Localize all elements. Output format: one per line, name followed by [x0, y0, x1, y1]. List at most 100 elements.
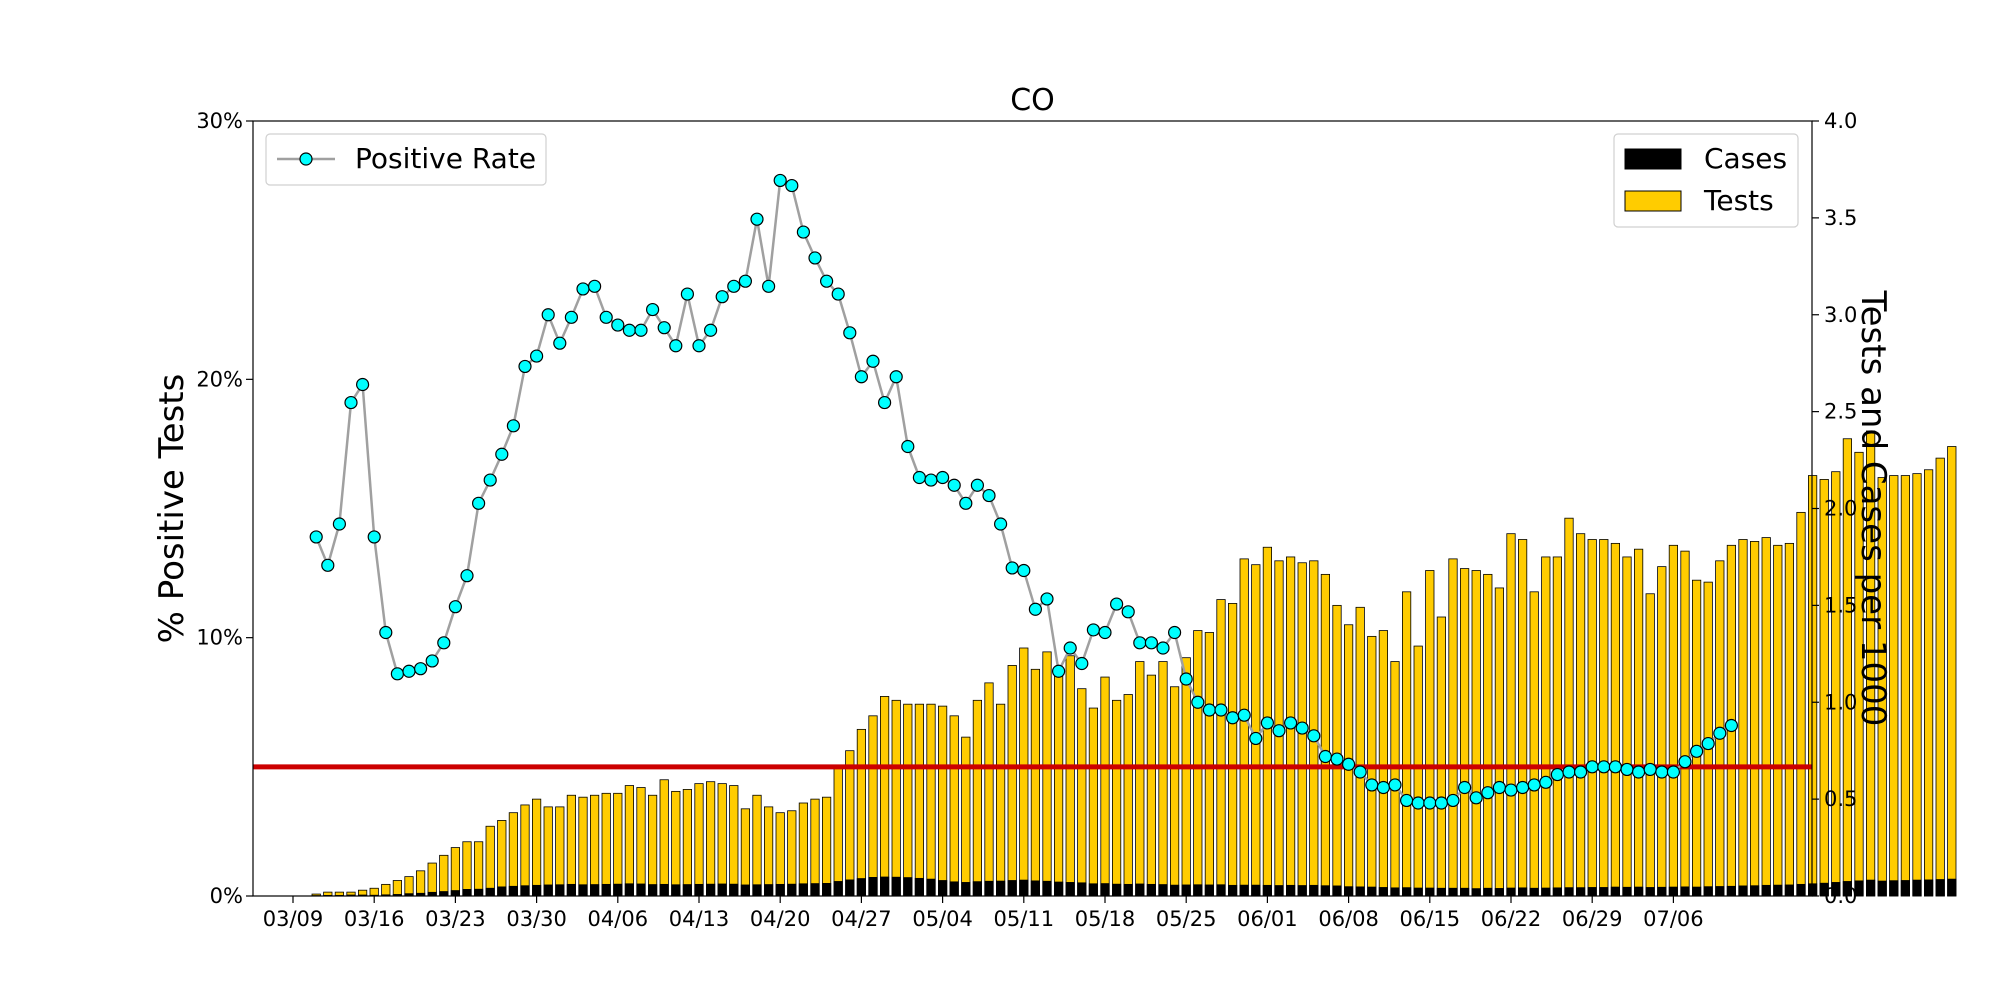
- positive-rate-point: [1098, 625, 1112, 640]
- positive-rate-point: [831, 287, 845, 301]
- positive-rate-point: [1643, 762, 1657, 777]
- cases-bar: [1738, 885, 1748, 897]
- positive-rate-point: [901, 439, 915, 454]
- x-tick-label: 06/29: [1562, 907, 1623, 931]
- cases-bar: [1866, 879, 1876, 897]
- positive-rate-point: [1202, 703, 1217, 717]
- cases-bar: [682, 884, 693, 897]
- tests-bar: [1831, 471, 1841, 897]
- positive-rate-point: [332, 517, 346, 531]
- cases-bar: [566, 883, 577, 897]
- legend-label-positive-rate: Positive Rate: [355, 142, 536, 175]
- cases-bar: [1204, 884, 1214, 897]
- tests-bar: [1216, 599, 1226, 897]
- positive-rate-point: [379, 625, 393, 640]
- cases-bar: [1251, 884, 1261, 897]
- tests-bar: [508, 812, 519, 897]
- cases-bar: [1924, 879, 1934, 897]
- positive-rate-point: [564, 310, 579, 324]
- cases-bar: [1610, 886, 1620, 897]
- tests-bar: [740, 808, 751, 897]
- cases-bar: [1402, 887, 1412, 897]
- positive-rate-point: [1063, 641, 1077, 655]
- positive-rate-point: [309, 530, 323, 544]
- positive-rate-point: [1550, 767, 1565, 782]
- positive-rate-point: [796, 225, 811, 239]
- tests-bar: [1146, 674, 1156, 897]
- positive-rate-point: [425, 654, 439, 668]
- cases-bar: [1576, 887, 1586, 897]
- tests-bar: [1564, 517, 1574, 897]
- positive-rate-point: [1597, 760, 1611, 774]
- positive-rate-point: [1434, 796, 1449, 810]
- cases-bar: [601, 883, 611, 897]
- cases-bar: [1216, 884, 1226, 897]
- positive-rate-point: [1017, 563, 1031, 578]
- positive-rate-point: [1086, 623, 1101, 637]
- cases-bar: [764, 884, 774, 897]
- tests-bar: [1808, 475, 1818, 897]
- cases-bar: [833, 881, 843, 897]
- tests-bar: [543, 806, 553, 897]
- tests-bar: [1007, 665, 1017, 897]
- x-tick-label: 04/13: [669, 907, 730, 931]
- tests-bar: [984, 682, 994, 897]
- cases-bar: [450, 890, 461, 897]
- tests-bar: [1181, 657, 1191, 897]
- cases-bar: [1889, 880, 1899, 897]
- cases-bar: [1529, 887, 1539, 897]
- tests-bar: [1204, 632, 1214, 897]
- cases-bar: [856, 878, 867, 897]
- positive-rate-point: [1504, 783, 1518, 797]
- legend-cases-tests: Cases Tests: [1613, 133, 1799, 228]
- cases-bar: [1761, 884, 1771, 897]
- tests-bar: [578, 796, 588, 897]
- cases-bar: [1135, 883, 1145, 897]
- cases-bar: [1831, 882, 1841, 897]
- tests-bar: [868, 715, 878, 897]
- tests-bar: [648, 794, 658, 897]
- cases-bar: [1460, 887, 1470, 897]
- positive-rate-point: [1144, 636, 1159, 650]
- x-tick-label: 04/27: [831, 907, 892, 931]
- cases-bar: [508, 885, 519, 897]
- right-axis: 0.0 0.5 1.0 1.5 2.0 2.5 3.0 3.5 4.0: [1812, 109, 1857, 908]
- positive-rate-point: [1713, 726, 1727, 740]
- positive-rate-point: [1191, 695, 1205, 709]
- tests-bar: [775, 812, 785, 897]
- positive-rate-point: [483, 473, 497, 487]
- tests-bar: [566, 794, 577, 897]
- chart-title: CO: [1010, 83, 1055, 118]
- positive-rate-point: [1353, 765, 1367, 779]
- positive-rate-point: [1666, 765, 1681, 779]
- cases-bar: [462, 889, 472, 897]
- cases-bar: [798, 883, 809, 897]
- cases-bar: [706, 883, 716, 897]
- tests-bar: [636, 787, 646, 897]
- positive-rate-point: [1481, 786, 1495, 800]
- cases-bar: [1390, 887, 1400, 897]
- cases-bar: [822, 883, 832, 897]
- tests-bar: [1529, 591, 1539, 897]
- tests-bar: [1030, 668, 1040, 897]
- positive-rate-point: [1689, 744, 1704, 758]
- cases-bar: [1332, 885, 1342, 897]
- cases-bar: [984, 880, 994, 897]
- positive-rate-point: [1515, 780, 1530, 795]
- tests-bar: [450, 847, 461, 897]
- positive-rate-point: [738, 274, 753, 288]
- tests-bar: [1912, 473, 1922, 897]
- tests-bar: [903, 703, 913, 897]
- left-tick-label: 10%: [196, 626, 243, 650]
- cases-bar: [1367, 886, 1377, 897]
- cases-bar: [578, 884, 588, 897]
- cases-bar: [1413, 887, 1423, 897]
- cases-bar: [1680, 886, 1690, 897]
- tests-bar: [1135, 661, 1145, 897]
- tests-bar: [1471, 570, 1481, 897]
- tests-bar: [914, 703, 925, 897]
- positive-rate-point: [877, 395, 892, 410]
- tests-bar: [1042, 651, 1052, 897]
- tests-bar: [392, 880, 403, 897]
